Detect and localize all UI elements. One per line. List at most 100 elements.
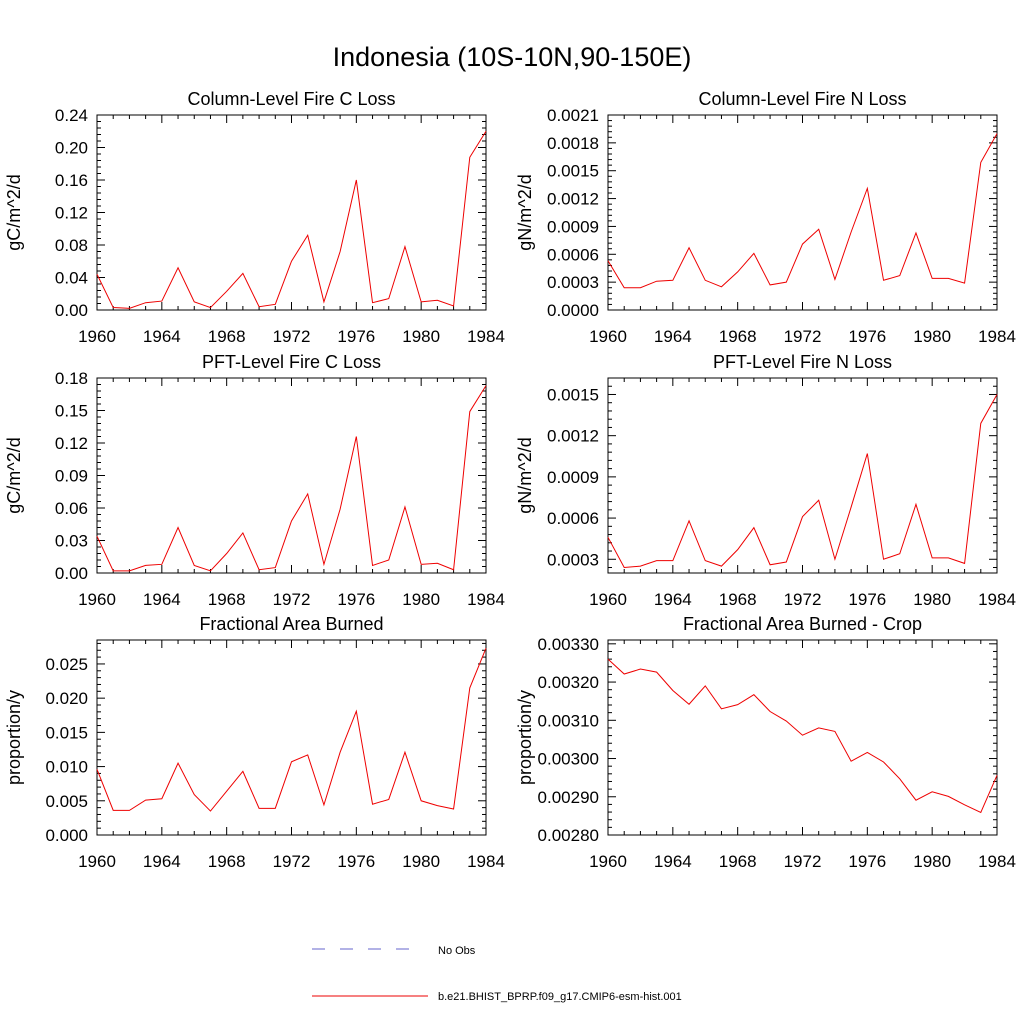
y-axis-label: proportion/y — [515, 690, 535, 785]
panel-1: 1960 1964 1968 1972 1976 1980 1984 0.00 0.04 0.08… — [4, 89, 505, 346]
y-tick-label: 0.00330 — [538, 635, 599, 654]
x-tick-label: 1960 — [78, 590, 116, 609]
x-tick-label: 1960 — [589, 852, 627, 871]
x-tick-label: 1972 — [784, 590, 822, 609]
y-tick-label: 0.0003 — [547, 550, 599, 569]
x-tick-label: 1980 — [913, 590, 951, 609]
y-axis-label: gC/m^2/d — [4, 174, 24, 250]
x-tick-label: 1980 — [402, 590, 440, 609]
y-tick-label: 0.00 — [55, 301, 88, 320]
y-tick-label: 0.020 — [45, 689, 88, 708]
y-tick-label: 0.03 — [55, 532, 88, 551]
panel-title: PFT-Level Fire C Loss — [202, 352, 381, 372]
panel-title: PFT-Level Fire N Loss — [713, 352, 892, 372]
x-tick-label: 1976 — [848, 590, 886, 609]
y-tick-label: 0.15 — [55, 402, 88, 421]
x-tick-label: 1972 — [784, 852, 822, 871]
x-tick-label: 1980 — [402, 327, 440, 346]
y-tick-label: 0.00310 — [538, 711, 599, 730]
x-tick-label: 1984 — [467, 590, 505, 609]
y-tick-label: 0.00300 — [538, 750, 599, 769]
panel-2: 1960 1964 1968 1972 1976 1980 1984 0.0000 0.0003… — [515, 89, 1016, 346]
plot-frame — [96, 377, 487, 574]
y-tick-label: 0.000 — [45, 826, 88, 845]
x-tick-label: 1968 — [208, 852, 246, 871]
figure-title: Indonesia (10S-10N,90-150E) — [333, 42, 692, 72]
x-tick-label: 1964 — [654, 590, 692, 609]
x-tick-label: 1984 — [467, 327, 505, 346]
y-tick-label: 0.025 — [45, 655, 88, 674]
x-tick-label: 1976 — [337, 327, 375, 346]
series-line — [607, 658, 998, 814]
plot-frame — [96, 639, 487, 836]
x-tick-label: 1980 — [402, 852, 440, 871]
x-tick-label: 1964 — [143, 852, 181, 871]
y-tick-label: 0.24 — [55, 106, 88, 125]
x-tick-label: 1976 — [337, 590, 375, 609]
series-line — [607, 394, 998, 569]
x-tick-label: 1960 — [78, 327, 116, 346]
series-line — [96, 648, 487, 812]
panel-title: Fractional Area Burned - Crop — [683, 614, 922, 634]
x-tick-label: 1980 — [913, 852, 951, 871]
panel-6: 1960 1964 1968 1972 1976 1980 1984 0.00280 0.002… — [515, 614, 1016, 871]
panel-3: 1960 1964 1968 1972 1976 1980 1984 0.00 0.03 0.06… — [4, 352, 505, 609]
y-tick-label: 0.00 — [55, 564, 88, 583]
panels: 1960 1964 1968 1972 1976 1980 1984 0.00 0.04 0.08… — [4, 89, 1016, 871]
x-tick-label: 1976 — [848, 327, 886, 346]
y-tick-label: 0.0009 — [547, 468, 599, 487]
x-tick-label: 1976 — [848, 852, 886, 871]
y-tick-label: 0.12 — [55, 204, 88, 223]
y-tick-label: 0.0006 — [547, 509, 599, 528]
panel-title: Column-Level Fire N Loss — [698, 89, 906, 109]
x-tick-label: 1960 — [78, 852, 116, 871]
legend: No Obs b.e21.BHIST_BPRP.f09_g17.CMIP6-es… — [312, 945, 682, 1003]
y-tick-label: 0.0003 — [547, 273, 599, 292]
x-tick-label: 1960 — [589, 590, 627, 609]
series-line — [96, 130, 487, 309]
y-tick-label: 0.0015 — [547, 162, 599, 181]
y-tick-label: 0.04 — [55, 269, 88, 288]
y-tick-label: 0.06 — [55, 499, 88, 518]
y-tick-label: 0.0012 — [547, 190, 599, 209]
x-tick-label: 1964 — [654, 327, 692, 346]
panel-4: 1960 1964 1968 1972 1976 1980 1984 0.0003 0.0006… — [515, 352, 1016, 609]
y-tick-label: 0.015 — [45, 723, 88, 742]
panel-5: 1960 1964 1968 1972 1976 1980 1984 0.000 0.005 0.… — [4, 614, 505, 871]
plot-frame — [607, 377, 998, 574]
y-tick-label: 0.00290 — [538, 788, 599, 807]
y-tick-label: 0.0015 — [547, 385, 599, 404]
x-tick-label: 1964 — [654, 852, 692, 871]
x-tick-label: 1984 — [978, 590, 1016, 609]
series-line — [96, 385, 487, 572]
x-tick-label: 1984 — [978, 852, 1016, 871]
x-tick-label: 1968 — [208, 590, 246, 609]
x-tick-label: 1968 — [719, 327, 757, 346]
x-tick-label: 1968 — [208, 327, 246, 346]
x-tick-label: 1960 — [589, 327, 627, 346]
plot-frame — [607, 639, 998, 836]
x-tick-label: 1968 — [719, 590, 757, 609]
x-tick-label: 1968 — [719, 852, 757, 871]
series-line — [607, 133, 998, 289]
y-tick-label: 0.005 — [45, 792, 88, 811]
y-tick-label: 0.0006 — [547, 245, 599, 264]
y-tick-label: 0.010 — [45, 758, 88, 777]
plot-frame — [96, 114, 487, 311]
y-tick-label: 0.0000 — [547, 301, 599, 320]
x-tick-label: 1972 — [273, 852, 311, 871]
y-tick-label: 0.20 — [55, 139, 88, 158]
y-tick-label: 0.12 — [55, 434, 88, 453]
x-tick-label: 1972 — [273, 327, 311, 346]
y-tick-label: 0.09 — [55, 467, 88, 486]
y-axis-label: proportion/y — [4, 690, 24, 785]
y-tick-label: 0.0009 — [547, 217, 599, 236]
y-tick-label: 0.0012 — [547, 427, 599, 446]
y-axis-label: gC/m^2/d — [4, 437, 24, 513]
x-tick-label: 1972 — [273, 590, 311, 609]
y-tick-label: 0.00320 — [538, 673, 599, 692]
y-tick-label: 0.18 — [55, 369, 88, 388]
x-tick-label: 1984 — [467, 852, 505, 871]
panel-title: Fractional Area Burned — [199, 614, 383, 634]
legend-label-no-obs: No Obs — [438, 945, 476, 957]
